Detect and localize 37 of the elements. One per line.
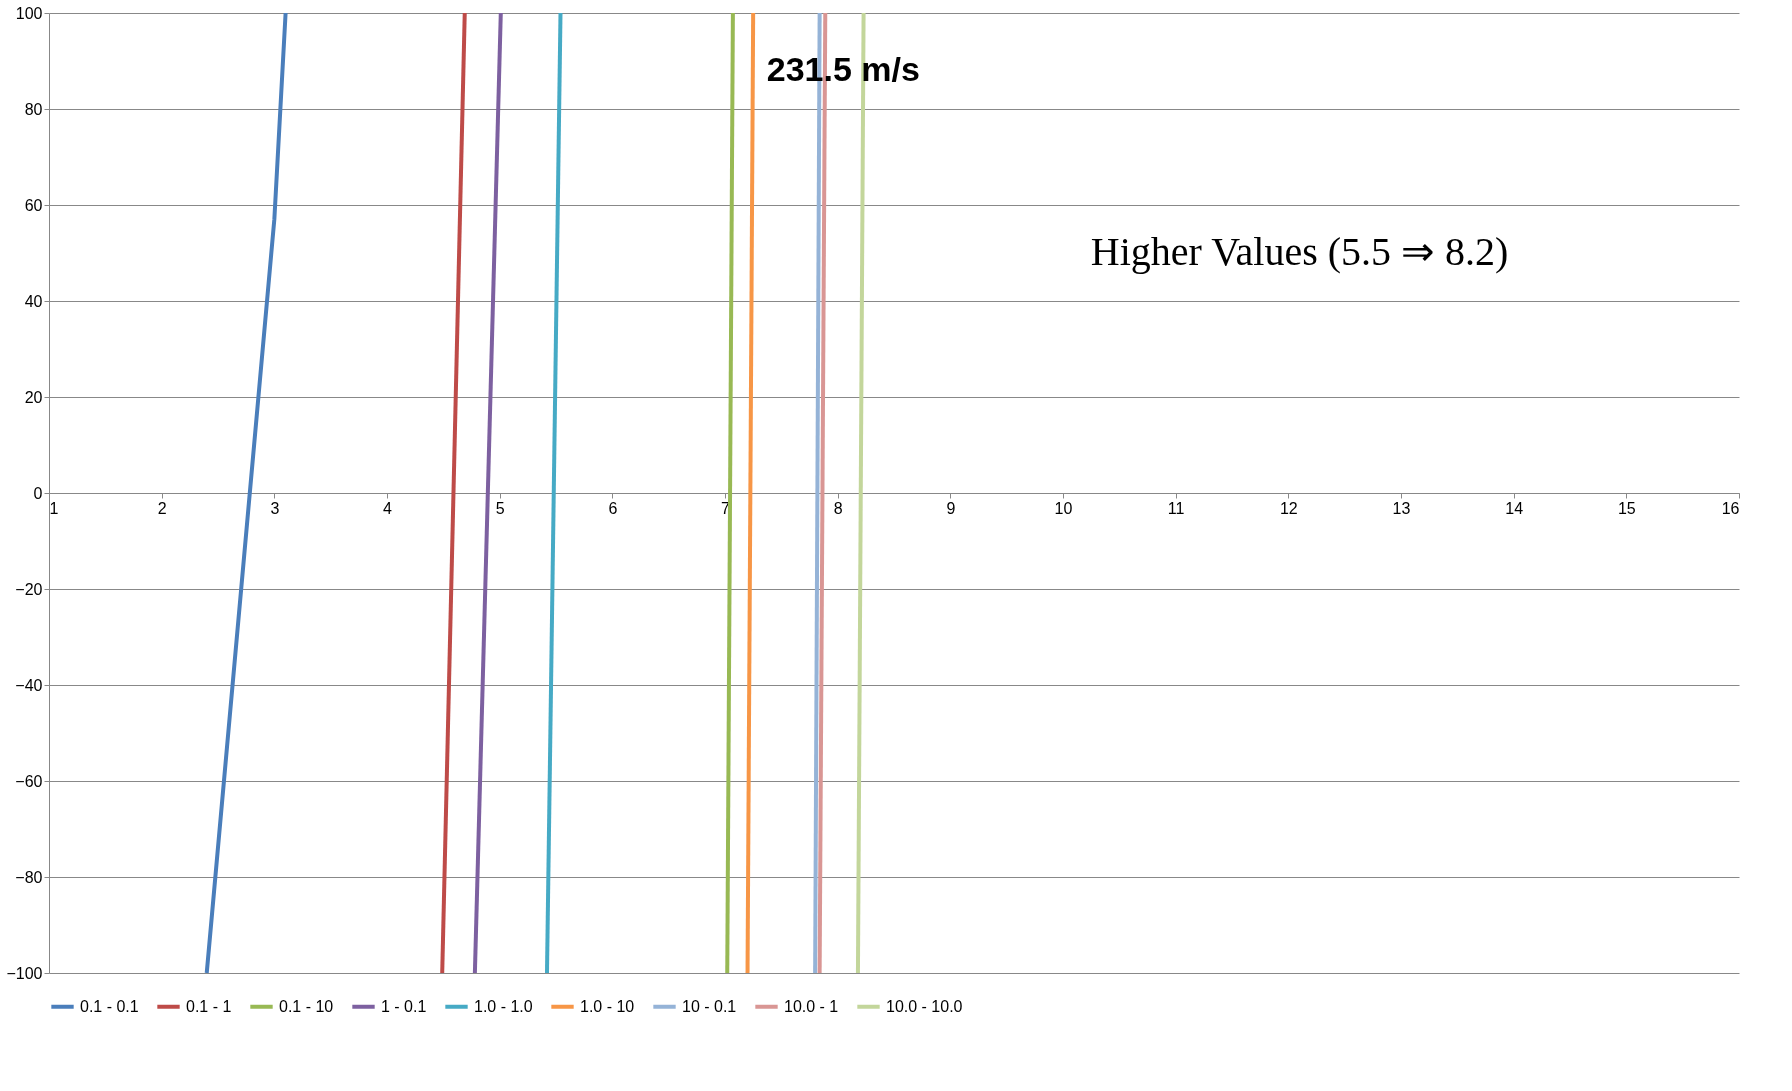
legend-label: 1 - 0.1: [381, 997, 427, 1015]
x-tick-label: 10: [1054, 499, 1073, 517]
x-tick-label: 13: [1392, 499, 1411, 517]
x-tick-label: 16: [1721, 499, 1740, 517]
x-tick-label: 8: [833, 499, 843, 517]
y-tick-label: −100: [6, 964, 43, 982]
legend-label: 0.1 - 0.1: [80, 997, 139, 1015]
y-tick-label: −60: [15, 772, 43, 790]
x-tick-label: 4: [383, 499, 393, 517]
y-tick-label: 40: [24, 292, 43, 310]
x-tick-label: 12: [1279, 499, 1298, 517]
annotation: Higher Values (5.5 ⇒ 8.2): [1090, 229, 1509, 274]
legend-label: 10 - 0.1: [682, 997, 737, 1015]
y-tick-label: −80: [15, 868, 43, 886]
x-tick-label: 15: [1617, 499, 1636, 517]
legend-label: 0.1 - 10: [279, 997, 334, 1015]
y-tick-label: −20: [15, 580, 43, 598]
annotation: 231.5 m/s: [766, 49, 920, 88]
y-tick-label: 100: [15, 4, 43, 22]
y-tick-label: 0: [33, 484, 43, 502]
x-tick-label: 1: [49, 499, 59, 517]
x-tick-label: 3: [270, 499, 280, 517]
legend-label: 1.0 - 1.0: [474, 997, 533, 1015]
x-tick-label: 14: [1505, 499, 1524, 517]
y-tick-label: 20: [24, 388, 43, 406]
x-tick-label: 9: [946, 499, 956, 517]
x-tick-label: 2: [157, 499, 167, 517]
legend-label: 0.1 - 1: [186, 997, 232, 1015]
legend-label: 10.0 - 1: [784, 997, 839, 1015]
x-tick-label: 11: [1167, 499, 1185, 517]
legend-label: 1.0 - 10: [580, 997, 635, 1015]
y-tick-label: −40: [15, 676, 43, 694]
y-tick-label: 80: [24, 100, 43, 118]
y-tick-label: 60: [24, 196, 43, 214]
x-tick-label: 5: [495, 499, 505, 517]
x-tick-label: 6: [608, 499, 618, 517]
legend-label: 10.0 - 10.0: [886, 997, 963, 1015]
